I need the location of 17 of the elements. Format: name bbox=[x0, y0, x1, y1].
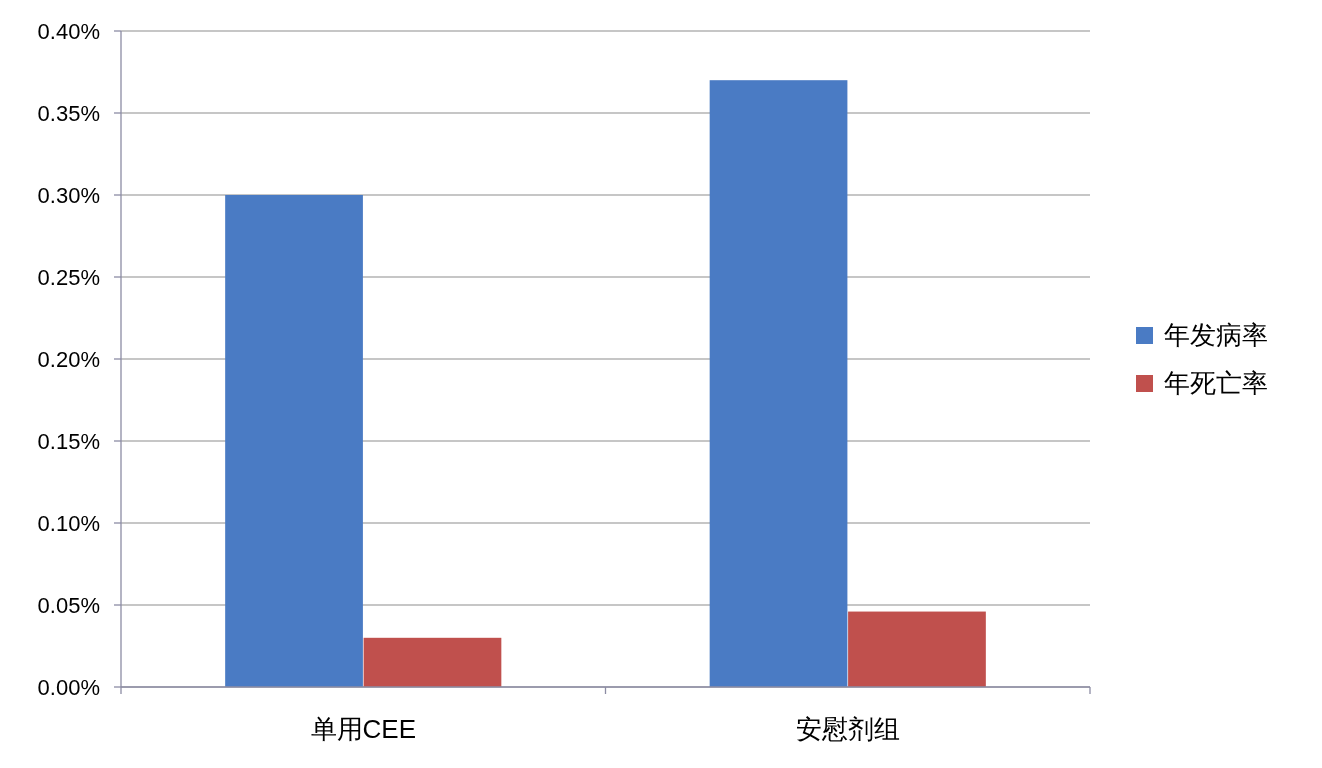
y-tick-label: 0.05% bbox=[37, 592, 100, 618]
y-tick-label: 0.20% bbox=[37, 346, 100, 372]
y-tick-label: 0.30% bbox=[37, 182, 100, 208]
bar bbox=[848, 611, 986, 687]
y-tick-label: 0.35% bbox=[37, 100, 100, 126]
x-tick-label: 安慰剂组 bbox=[795, 714, 900, 744]
y-tick-label: 0.10% bbox=[37, 510, 100, 536]
y-tick-label: 0.00% bbox=[37, 674, 100, 700]
y-tick-label: 0.15% bbox=[37, 428, 100, 454]
legend-label: 年发病率 bbox=[1164, 320, 1268, 350]
bar bbox=[709, 80, 848, 687]
y-tick-label: 0.40% bbox=[37, 18, 100, 44]
x-tick-label: 单用CEE bbox=[310, 714, 416, 744]
legend-label: 年死亡率 bbox=[1164, 368, 1268, 398]
bar bbox=[363, 637, 502, 687]
bar bbox=[225, 195, 363, 687]
y-tick-label: 0.25% bbox=[37, 264, 100, 290]
